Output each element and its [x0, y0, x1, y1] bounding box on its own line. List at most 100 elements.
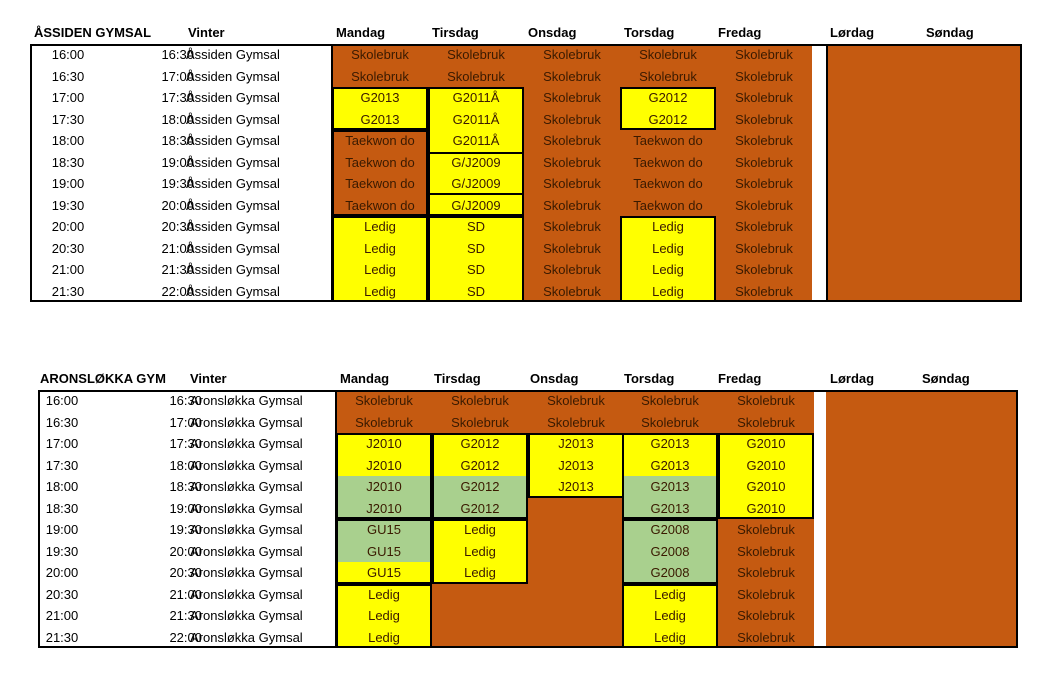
slot-cell: Skolebruk: [524, 130, 620, 152]
slot-cell: Skolebruk: [718, 562, 814, 584]
slot-cell: Skolebruk: [432, 390, 528, 412]
start-time: 17:30: [45, 457, 79, 473]
slot-cell: Ledig: [620, 259, 716, 281]
slot-cell: G2012: [432, 497, 528, 519]
slot-cell: G2013: [332, 87, 428, 109]
location-name: Åssiden Gymsal: [186, 219, 280, 234]
slot-cell: Skolebruk: [524, 87, 620, 109]
slot-cell: Taekwon do: [332, 130, 428, 152]
slot-cell: Taekwon do: [620, 194, 716, 216]
day-sondag: Søndag: [922, 371, 970, 386]
start-time: 19:30: [51, 197, 85, 213]
slot-cell: Skolebruk: [718, 540, 814, 562]
slot-cell: [528, 562, 624, 584]
season-label: Vinter: [188, 25, 225, 40]
slot-cell: G2013: [622, 476, 718, 498]
start-time: 21:30: [45, 629, 79, 645]
start-time: 18:00: [45, 479, 79, 494]
slot-cell: GU15: [336, 562, 432, 584]
slot-cell: Skolebruk: [718, 605, 814, 627]
slot-cell: G/J2009: [428, 173, 524, 195]
day-sondag: Søndag: [926, 25, 974, 40]
slot-cell: G2013: [622, 454, 718, 476]
location-name: Aronsløkka Gymsal: [190, 414, 303, 430]
slot-cell: Skolebruk: [524, 65, 620, 87]
end-time: 22:00: [161, 283, 194, 299]
slot-cell: Skolebruk: [524, 108, 620, 130]
slot-cell: Ledig: [332, 259, 428, 281]
day-torsdag: Torsdag: [624, 371, 675, 386]
slot-cell: [432, 583, 528, 605]
location-name: Åssiden Gymsal: [186, 197, 280, 213]
slot-cell: Skolebruk: [716, 87, 812, 109]
slot-cell: Skolebruk: [718, 390, 814, 412]
start-time: 21:30: [51, 283, 85, 299]
slot-cell: J2013: [528, 476, 624, 498]
start-time: 16:30: [51, 68, 85, 84]
day-lordag: Lørdag: [830, 371, 875, 386]
slot-cell: Skolebruk: [718, 583, 814, 605]
slot-cell: [432, 605, 528, 627]
slot-cell: Ledig: [332, 216, 428, 238]
start-time: 19:00: [45, 522, 79, 537]
slot-cell: Taekwon do: [620, 130, 716, 152]
slot-cell: G2008: [622, 562, 718, 584]
location-name: Åssiden Gymsal: [186, 47, 280, 62]
slot-cell: J2010: [336, 433, 432, 455]
slot-cell: [528, 626, 624, 648]
slot-cell: [528, 605, 624, 627]
slot-cell: Ledig: [336, 605, 432, 627]
slot-cell: Skolebruk: [716, 44, 812, 66]
end-time: 17:30: [169, 436, 202, 451]
slot-cell: Skolebruk: [718, 411, 814, 433]
location-name: Aronsløkka Gymsal: [190, 457, 303, 473]
slot-cell: Skolebruk: [336, 411, 432, 433]
slot-cell: G2010: [718, 476, 814, 498]
slot-cell: G2012: [432, 454, 528, 476]
slot-cell: GU15: [336, 540, 432, 562]
location-name: Aronsløkka Gymsal: [190, 522, 303, 537]
slot-cell: Skolebruk: [716, 130, 812, 152]
slot-cell: Skolebruk: [332, 65, 428, 87]
end-time: 19:30: [169, 522, 202, 537]
start-time: 20:00: [51, 219, 85, 234]
aronslokka-schedule: ARONSLØKKA GYM Vinter Mandag Tirsdag Ons…: [0, 368, 1050, 658]
day-onsdag: Onsdag: [530, 371, 579, 386]
location-name: Aronsløkka Gymsal: [190, 500, 303, 516]
start-time: 17:00: [45, 436, 79, 451]
slot-cell: Skolebruk: [716, 280, 812, 302]
slot-cell: Ledig: [622, 583, 718, 605]
slot-cell: Skolebruk: [718, 626, 814, 648]
slot-cell: Skolebruk: [716, 65, 812, 87]
slot-cell: Skolebruk: [716, 216, 812, 238]
end-time: 21:30: [161, 262, 194, 277]
start-time: 18:30: [51, 154, 85, 170]
slot-cell: Taekwon do: [332, 194, 428, 216]
end-time: 18:30: [161, 133, 194, 148]
slot-cell: G2013: [622, 433, 718, 455]
slot-cell: J2013: [528, 433, 624, 455]
slot-cell: Skolebruk: [524, 194, 620, 216]
location-name: Åssiden Gymsal: [186, 68, 280, 84]
slot-cell: Ledig: [620, 216, 716, 238]
location-name: Aronsløkka Gymsal: [190, 565, 303, 580]
weekend-block: [826, 390, 1018, 648]
slot-cell: G2008: [622, 540, 718, 562]
start-time: 20:30: [51, 240, 85, 256]
slot-cell: G2010: [718, 454, 814, 476]
slot-cell: Skolebruk: [524, 216, 620, 238]
end-time: 17:30: [161, 90, 194, 105]
weekend-block: [826, 44, 1022, 302]
day-fredag: Fredag: [718, 371, 762, 386]
slot-cell: Skolebruk: [336, 390, 432, 412]
day-fredag: Fredag: [718, 25, 762, 40]
start-time: 20:30: [45, 586, 79, 602]
start-time: 18:30: [45, 500, 79, 516]
slot-cell: G2011Å: [428, 87, 524, 109]
location-name: Aronsløkka Gymsal: [190, 479, 303, 494]
slot-cell: G2012: [620, 87, 716, 109]
slot-cell: Taekwon do: [620, 173, 716, 195]
slot-cell: Ledig: [332, 280, 428, 302]
slot-cell: Ledig: [432, 562, 528, 584]
end-time: 20:00: [161, 197, 194, 213]
